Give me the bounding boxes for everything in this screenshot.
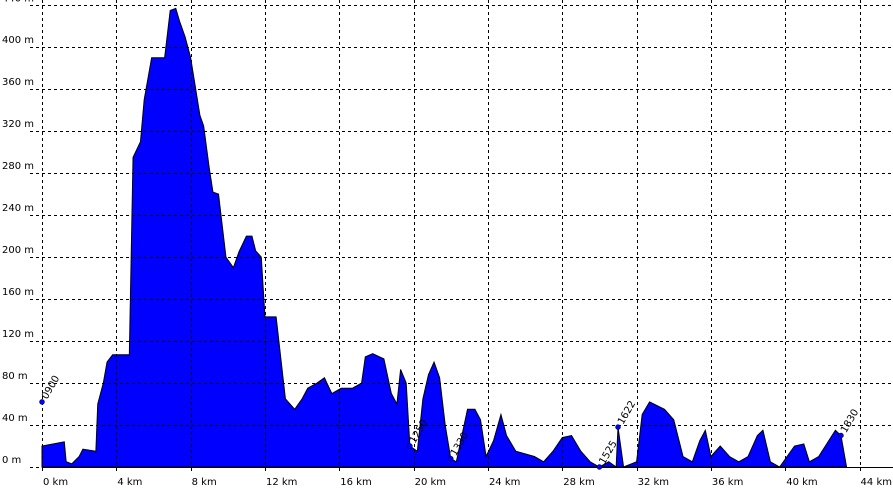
x-tick-label: 40 km: [786, 477, 817, 488]
y-tick-label: 40 m: [2, 413, 28, 424]
x-tick-label: 16 km: [340, 477, 371, 488]
x-tick-label: 20 km: [415, 477, 446, 488]
x-tick-label: 28 km: [563, 477, 594, 488]
x-tick-label: 12 km: [266, 477, 297, 488]
y-tick-label: 320 m: [2, 119, 34, 130]
annotation-marker: [838, 432, 844, 439]
y-tick-label: 80 m: [2, 371, 28, 382]
annotation-marker: [615, 424, 621, 430]
y-tick-label: 440 m: [2, 0, 34, 4]
y-tick-label: 160 m: [2, 287, 34, 298]
y-tick-label: 400 m: [2, 35, 34, 46]
y-tick-label: 280 m: [2, 161, 34, 172]
annotation-marker: [596, 464, 603, 470]
x-tick-label: 4 km: [117, 477, 142, 488]
y-tick-label: 0 m: [2, 455, 21, 466]
annotation-marker: [407, 443, 413, 449]
elevation-area: [41, 7, 848, 468]
annotation-marker: [39, 399, 45, 405]
y-tick-label: 360 m: [2, 77, 34, 88]
y-tick-label: 200 m: [2, 245, 34, 256]
y-tick-label: 240 m: [2, 203, 34, 214]
annotation-label: 1830: [839, 407, 861, 435]
x-tick-label: 8 km: [192, 477, 217, 488]
annotation-label: 1622: [616, 399, 638, 427]
x-tick-label: 0 km: [43, 477, 68, 488]
annotation-label: 0900: [40, 374, 62, 402]
x-tick-label: 36 km: [712, 477, 743, 488]
x-tick-label: 44 km: [861, 477, 892, 488]
x-tick-label: 24 km: [489, 477, 520, 488]
annotation-marker: [448, 455, 454, 462]
y-tick-label: 120 m: [2, 329, 34, 340]
x-tick-label: 32 km: [638, 477, 669, 488]
